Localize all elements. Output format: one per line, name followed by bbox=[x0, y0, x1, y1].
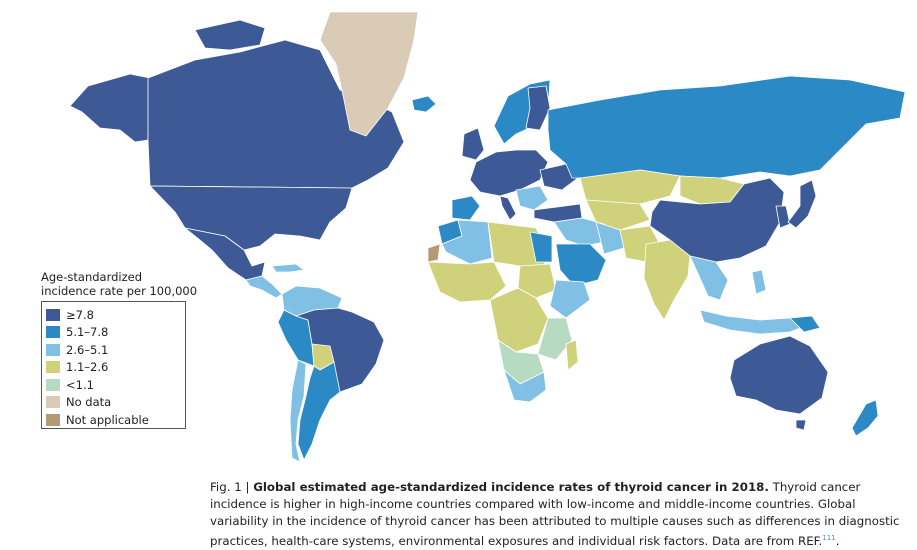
region-mexico bbox=[184, 227, 266, 281]
caption-end: . bbox=[835, 533, 840, 548]
region-finland bbox=[525, 85, 551, 131]
figure-caption: Fig. 1 | Global estimated age-standardiz… bbox=[210, 479, 900, 550]
region-russia bbox=[547, 75, 906, 179]
region-greenland bbox=[319, 11, 419, 137]
region-india bbox=[643, 239, 691, 321]
region-uk-ireland bbox=[461, 127, 485, 161]
legend-swatch bbox=[46, 308, 60, 321]
legend-swatch bbox=[46, 413, 60, 426]
legend-item: No data bbox=[46, 394, 185, 412]
legend-swatch bbox=[46, 378, 60, 391]
region-argentina bbox=[297, 361, 341, 461]
region-southeast-asia bbox=[689, 255, 729, 301]
figure-body: Thyroid cancer incidence is higher in hi… bbox=[210, 480, 900, 548]
figure-title: Global estimated age-standardized incide… bbox=[253, 480, 769, 494]
region-papua-new-guinea bbox=[789, 315, 821, 333]
region-horn-of-africa bbox=[549, 279, 591, 319]
region-sudan bbox=[517, 263, 557, 299]
legend-label: 5.1–7.8 bbox=[66, 325, 109, 340]
legend-item: 1.1–2.6 bbox=[46, 359, 185, 377]
region-australia bbox=[729, 335, 829, 415]
reference-label: REF. bbox=[798, 533, 823, 548]
region-canada-arctic bbox=[194, 19, 266, 51]
region-iceland bbox=[411, 95, 437, 113]
region-usa bbox=[149, 185, 353, 251]
legend-label: No data bbox=[66, 395, 112, 410]
legend-item: 2.6–5.1 bbox=[46, 341, 185, 359]
region-saudi-arabia bbox=[555, 243, 607, 287]
legend-item: 5.1–7.8 bbox=[46, 324, 185, 342]
region-south-africa bbox=[503, 369, 547, 403]
region-alaska bbox=[69, 73, 151, 143]
legend-label: ≥7.8 bbox=[66, 307, 94, 322]
legend-label: 1.1–2.6 bbox=[66, 360, 109, 375]
world-map bbox=[69, 11, 906, 463]
region-philippines bbox=[751, 269, 767, 295]
legend-title-line2: incidence rate per 100,000 bbox=[41, 284, 198, 298]
legend-swatch bbox=[46, 361, 60, 374]
region-central-asia bbox=[585, 199, 651, 231]
region-balkans bbox=[515, 185, 549, 211]
region-western-europe bbox=[469, 149, 549, 197]
legend-swatch bbox=[46, 326, 60, 339]
legend-swatch bbox=[46, 343, 60, 356]
region-madagascar bbox=[565, 339, 579, 371]
region-iberia bbox=[451, 195, 481, 221]
region-western-sahara bbox=[427, 243, 441, 263]
legend-item: ≥7.8 bbox=[46, 306, 185, 324]
legend: ≥7.8 5.1–7.8 2.6–5.1 1.1–2.6 <1.1 No data Not … bbox=[41, 301, 186, 429]
legend-label: 2.6–5.1 bbox=[66, 342, 109, 357]
region-italy bbox=[499, 195, 517, 221]
region-east-africa bbox=[537, 317, 573, 361]
legend-swatch bbox=[46, 396, 60, 409]
region-new-zealand bbox=[851, 399, 879, 437]
region-central-america bbox=[245, 275, 283, 299]
region-west-africa bbox=[427, 261, 507, 303]
region-chile bbox=[289, 359, 307, 463]
legend-item: Not applicable bbox=[46, 411, 185, 429]
legend-title-line1: Age-standardized bbox=[41, 270, 143, 284]
region-egypt bbox=[529, 231, 553, 263]
figure-label: Fig. 1 | bbox=[210, 480, 254, 494]
region-iran bbox=[595, 221, 625, 255]
legend-label: Not applicable bbox=[66, 412, 149, 427]
region-caribbean bbox=[271, 263, 305, 273]
reference-number[interactable]: 111 bbox=[822, 534, 836, 542]
legend-title: Age-standardized incidence rate per 100,… bbox=[41, 270, 211, 298]
legend-item: <1.1 bbox=[46, 376, 185, 394]
legend-label: <1.1 bbox=[66, 377, 94, 392]
region-japan bbox=[787, 179, 817, 229]
region-tasmania bbox=[795, 419, 807, 431]
region-china bbox=[649, 177, 785, 263]
